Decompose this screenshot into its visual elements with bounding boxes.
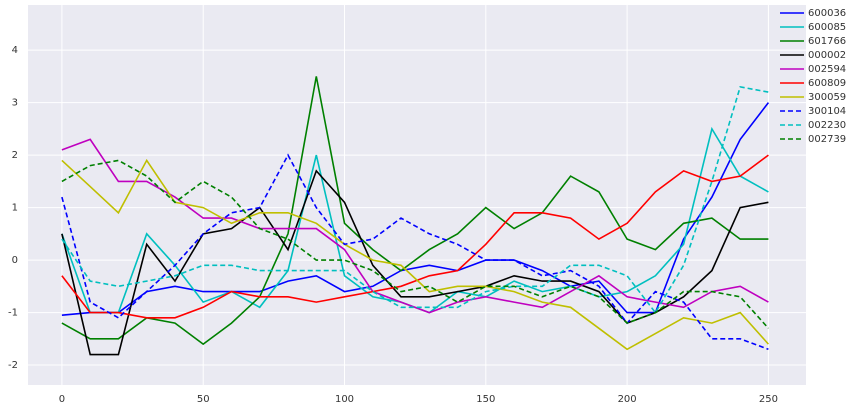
x-tick-label: 250 [759, 394, 778, 405]
y-tick-label: 1 [12, 203, 18, 214]
legend-label: 002739 [808, 134, 846, 145]
legend-label: 600036 [808, 8, 846, 19]
legend-label: 000002 [808, 50, 846, 61]
legend-label: 600085 [808, 22, 846, 33]
y-tick-label: -2 [8, 360, 18, 371]
x-tick-label: 200 [618, 394, 637, 405]
plot-area [28, 5, 806, 385]
y-tick-label: -1 [8, 308, 18, 319]
series-line [61, 138, 769, 314]
y-tick-label: 4 [12, 45, 18, 56]
y-tick-label: 2 [12, 150, 18, 161]
x-tick-label: 0 [59, 394, 65, 405]
series-line [61, 154, 769, 319]
legend-label: 600809 [808, 78, 846, 89]
series-line [61, 76, 769, 346]
legend-label: 002594 [808, 64, 846, 75]
series-line [61, 153, 769, 351]
legend-label: 300059 [808, 92, 846, 103]
y-tick-label: 0 [12, 255, 18, 266]
legend-label: 300104 [808, 106, 846, 117]
x-tick-label: 50 [197, 394, 210, 405]
series-line [61, 102, 770, 316]
legend-label: 002230 [808, 120, 846, 131]
legend-label: 601766 [808, 36, 846, 47]
series-line [61, 159, 769, 329]
y-tick-label: 3 [12, 98, 18, 109]
x-tick-label: 150 [476, 394, 495, 405]
series-line [61, 158, 769, 351]
x-tick-label: 100 [335, 394, 354, 405]
